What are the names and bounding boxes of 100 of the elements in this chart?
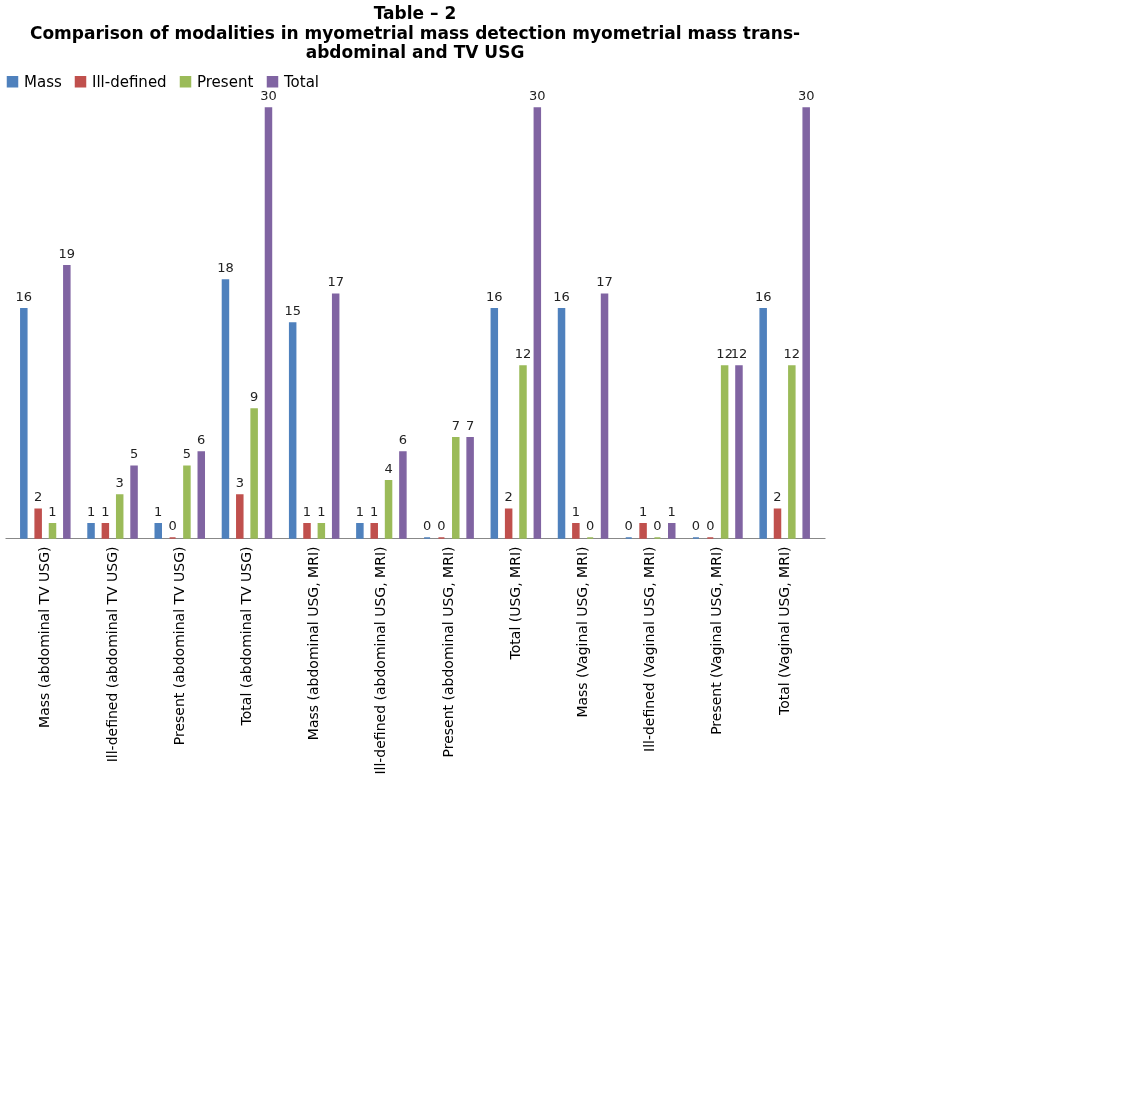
- bar: [384, 479, 393, 539]
- data-label: 0: [706, 518, 715, 533]
- data-label: 9: [250, 389, 259, 404]
- bar: [331, 293, 340, 539]
- x-tick-label: Present (Vaginal USG, MRI): [708, 546, 725, 735]
- data-label: 2: [773, 489, 782, 505]
- data-label: 7: [451, 417, 460, 433]
- bar: [557, 307, 566, 539]
- chart-subtitle: Comparison of modalities in myometrial mass detection myometrial mass trans-abdominal and TV USG: [29, 23, 801, 62]
- bar: [115, 494, 124, 539]
- bar: [288, 322, 297, 539]
- bar: [197, 451, 206, 539]
- bar: [87, 522, 95, 539]
- data-label: 0: [422, 518, 432, 533]
- bar: [101, 522, 110, 539]
- bar: [720, 365, 729, 539]
- bar: [466, 436, 474, 539]
- data-label: 17: [327, 274, 344, 290]
- data-label: 19: [58, 245, 76, 261]
- bar: [802, 107, 810, 539]
- data-label: 0: [437, 518, 446, 533]
- bar: [519, 365, 527, 539]
- bar: [130, 465, 138, 539]
- data-label: 6: [197, 432, 206, 447]
- bar: [370, 522, 378, 539]
- bar: [48, 522, 57, 539]
- data-label: 0: [691, 518, 701, 533]
- legend-label: Ill-defined: [92, 72, 167, 91]
- x-tick-label: Present (abdominal USG, MRI): [439, 546, 456, 758]
- data-label: 18: [217, 260, 234, 275]
- data-label: 2: [34, 489, 43, 505]
- bar: [317, 522, 326, 539]
- data-label: 0: [624, 518, 633, 533]
- bar: [639, 522, 647, 539]
- bar: [236, 494, 244, 539]
- data-label: 16: [754, 288, 772, 304]
- data-label: 3: [235, 475, 244, 490]
- data-label: 1: [638, 503, 648, 519]
- bar: [452, 436, 460, 539]
- data-label: 1: [101, 503, 110, 519]
- legend-label: Present: [197, 72, 254, 91]
- bar: [572, 522, 580, 539]
- data-label: 1: [86, 503, 96, 519]
- data-label: 7: [465, 417, 475, 433]
- data-label: 30: [260, 88, 277, 103]
- x-tick-label: Mass (Vaginal USG, MRI): [574, 546, 591, 718]
- bar: [668, 522, 676, 539]
- x-tick-label: Mass (abdominal USG, MRI): [305, 546, 322, 741]
- bar: [788, 365, 796, 539]
- x-tick-label: Ill-defined (abdominal TV USG): [103, 546, 120, 763]
- data-label: 1: [48, 503, 57, 519]
- bar: [533, 107, 542, 539]
- data-label: 16: [553, 288, 570, 304]
- data-label: 4: [384, 460, 393, 476]
- bar: [303, 522, 311, 539]
- legend-label: Total: [283, 72, 320, 91]
- data-label: 17: [596, 274, 613, 290]
- bar: [399, 451, 407, 539]
- bar: [600, 293, 609, 539]
- data-label: 5: [129, 446, 139, 462]
- x-tick-label: Total (Vaginal USG, MRI): [775, 546, 792, 717]
- data-label: 1: [355, 503, 365, 519]
- bar: [183, 465, 191, 539]
- data-label: 1: [154, 503, 163, 519]
- bar: [759, 307, 767, 539]
- data-label: 16: [486, 288, 503, 304]
- data-label: 0: [168, 518, 177, 533]
- data-label: 0: [653, 518, 662, 533]
- bar: [34, 508, 42, 539]
- x-tick-label: Mass (abdominal TV USG): [36, 546, 53, 728]
- data-label: 1: [302, 503, 312, 519]
- bar: [63, 264, 71, 539]
- data-label: 12: [514, 346, 532, 361]
- x-tick-label: Present (abdominal TV USG): [170, 546, 187, 746]
- data-label: 1: [667, 503, 676, 519]
- bar: [20, 307, 28, 539]
- data-label: 16: [15, 288, 33, 304]
- data-label: 5: [182, 446, 192, 462]
- data-label: 1: [317, 503, 326, 519]
- x-tick-label: Ill-defined (Vaginal USG, MRI): [641, 546, 658, 752]
- data-label: 3: [115, 475, 124, 490]
- data-label: 1: [571, 503, 580, 519]
- data-label: 0: [586, 518, 595, 533]
- data-label: 12: [783, 346, 801, 361]
- bar: [356, 522, 364, 539]
- bar: [773, 508, 782, 539]
- bar: [735, 365, 743, 539]
- bar: [154, 522, 162, 539]
- bar: [264, 107, 273, 539]
- data-label: 12: [716, 346, 733, 361]
- x-tick-label: Ill-defined (abdominal USG, MRI): [372, 546, 389, 775]
- bar: [250, 408, 258, 539]
- data-label: 30: [529, 88, 546, 103]
- legend-label: Mass: [24, 72, 62, 91]
- bar: [490, 307, 499, 539]
- x-tick-label: Total (USG, MRI): [506, 546, 523, 661]
- data-label: 2: [504, 489, 513, 505]
- data-label: 6: [398, 432, 408, 447]
- data-label: 30: [797, 88, 815, 103]
- bar: [221, 279, 230, 539]
